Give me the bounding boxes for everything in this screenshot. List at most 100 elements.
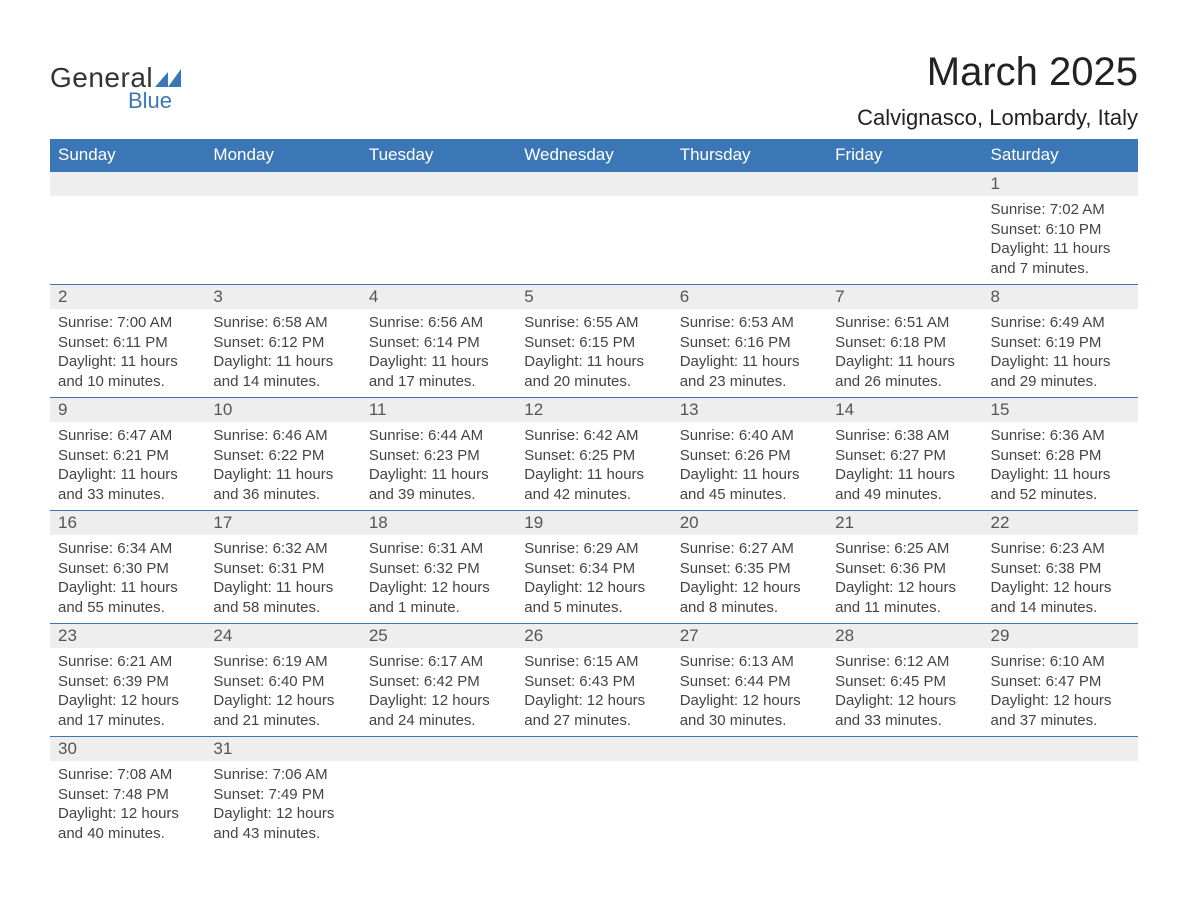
- sunrise-text: Sunrise: 6:34 AM: [58, 539, 197, 559]
- day-detail-cell: Sunrise: 7:06 AMSunset: 7:49 PMDaylight:…: [205, 761, 360, 849]
- day-number-cell: 15: [983, 398, 1138, 423]
- sunset-text: Sunset: 6:21 PM: [58, 446, 197, 466]
- sunrise-text: Sunrise: 6:23 AM: [991, 539, 1130, 559]
- day-header-row: Sunday Monday Tuesday Wednesday Thursday…: [50, 139, 1138, 172]
- detail-row: Sunrise: 6:34 AMSunset: 6:30 PMDaylight:…: [50, 535, 1138, 624]
- day-number: 8: [991, 287, 1000, 306]
- day-detail-cell: [361, 761, 516, 849]
- sunset-text: Sunset: 6:35 PM: [680, 559, 819, 579]
- day-number-cell: 9: [50, 398, 205, 423]
- header: General Blue March 2025 Calvignasco, Lom…: [50, 50, 1138, 131]
- sunrise-text: Sunrise: 6:31 AM: [369, 539, 508, 559]
- day-detail-cell: Sunrise: 6:47 AMSunset: 6:21 PMDaylight:…: [50, 422, 205, 511]
- day-number-cell: 26: [516, 624, 671, 649]
- day-detail-cell: Sunrise: 6:21 AMSunset: 6:39 PMDaylight:…: [50, 648, 205, 737]
- day-number-cell: [361, 172, 516, 197]
- sunset-text: Sunset: 6:38 PM: [991, 559, 1130, 579]
- day-number: 26: [524, 626, 543, 645]
- daylight-text: Daylight: 12 hours and 43 minutes.: [213, 804, 352, 843]
- day-number-cell: 2: [50, 285, 205, 310]
- day-number-cell: [827, 737, 982, 762]
- sunset-text: Sunset: 6:28 PM: [991, 446, 1130, 466]
- day-number-cell: [827, 172, 982, 197]
- daylight-text: Daylight: 11 hours and 36 minutes.: [213, 465, 352, 504]
- day-number-cell: 27: [672, 624, 827, 649]
- day-detail-cell: Sunrise: 6:34 AMSunset: 6:30 PMDaylight:…: [50, 535, 205, 624]
- day-detail-cell: [827, 761, 982, 849]
- day-detail-cell: Sunrise: 6:25 AMSunset: 6:36 PMDaylight:…: [827, 535, 982, 624]
- day-number: 1: [991, 174, 1000, 193]
- day-number: 15: [991, 400, 1010, 419]
- daylight-text: Daylight: 11 hours and 17 minutes.: [369, 352, 508, 391]
- day-number: 22: [991, 513, 1010, 532]
- day-number: 6: [680, 287, 689, 306]
- day-detail-cell: Sunrise: 6:44 AMSunset: 6:23 PMDaylight:…: [361, 422, 516, 511]
- day-header: Saturday: [983, 139, 1138, 172]
- day-detail-cell: Sunrise: 6:40 AMSunset: 6:26 PMDaylight:…: [672, 422, 827, 511]
- day-detail-cell: Sunrise: 6:51 AMSunset: 6:18 PMDaylight:…: [827, 309, 982, 398]
- day-detail-cell: [516, 196, 671, 285]
- detail-row: Sunrise: 7:08 AMSunset: 7:48 PMDaylight:…: [50, 761, 1138, 849]
- day-number-cell: [672, 737, 827, 762]
- daylight-text: Daylight: 11 hours and 26 minutes.: [835, 352, 974, 391]
- day-number: 17: [213, 513, 232, 532]
- day-number-cell: 6: [672, 285, 827, 310]
- calendar-table: Sunday Monday Tuesday Wednesday Thursday…: [50, 139, 1138, 849]
- day-number: 24: [213, 626, 232, 645]
- daylight-text: Daylight: 11 hours and 55 minutes.: [58, 578, 197, 617]
- sunrise-text: Sunrise: 6:27 AM: [680, 539, 819, 559]
- day-number-cell: 31: [205, 737, 360, 762]
- daylight-text: Daylight: 12 hours and 33 minutes.: [835, 691, 974, 730]
- daylight-text: Daylight: 11 hours and 23 minutes.: [680, 352, 819, 391]
- day-number-cell: 16: [50, 511, 205, 536]
- day-detail-cell: Sunrise: 6:58 AMSunset: 6:12 PMDaylight:…: [205, 309, 360, 398]
- daylight-text: Daylight: 12 hours and 40 minutes.: [58, 804, 197, 843]
- day-number: 4: [369, 287, 378, 306]
- daylight-text: Daylight: 11 hours and 49 minutes.: [835, 465, 974, 504]
- day-header: Sunday: [50, 139, 205, 172]
- detail-row: Sunrise: 6:47 AMSunset: 6:21 PMDaylight:…: [50, 422, 1138, 511]
- sunset-text: Sunset: 6:22 PM: [213, 446, 352, 466]
- day-number-cell: [983, 737, 1138, 762]
- day-number-cell: [361, 737, 516, 762]
- location: Calvignasco, Lombardy, Italy: [857, 105, 1138, 131]
- sunset-text: Sunset: 6:25 PM: [524, 446, 663, 466]
- sunrise-text: Sunrise: 6:44 AM: [369, 426, 508, 446]
- sunrise-text: Sunrise: 7:08 AM: [58, 765, 197, 785]
- sunset-text: Sunset: 6:27 PM: [835, 446, 974, 466]
- sunrise-text: Sunrise: 6:17 AM: [369, 652, 508, 672]
- sunrise-text: Sunrise: 6:51 AM: [835, 313, 974, 333]
- day-detail-cell: Sunrise: 6:10 AMSunset: 6:47 PMDaylight:…: [983, 648, 1138, 737]
- day-detail-cell: Sunrise: 6:42 AMSunset: 6:25 PMDaylight:…: [516, 422, 671, 511]
- sunrise-text: Sunrise: 7:02 AM: [991, 200, 1130, 220]
- sunset-text: Sunset: 6:19 PM: [991, 333, 1130, 353]
- sunrise-text: Sunrise: 6:46 AM: [213, 426, 352, 446]
- day-number-cell: 13: [672, 398, 827, 423]
- day-detail-cell: Sunrise: 6:17 AMSunset: 6:42 PMDaylight:…: [361, 648, 516, 737]
- day-number: 11: [369, 400, 387, 419]
- day-number-cell: 5: [516, 285, 671, 310]
- day-detail-cell: Sunrise: 6:32 AMSunset: 6:31 PMDaylight:…: [205, 535, 360, 624]
- sunrise-text: Sunrise: 6:42 AM: [524, 426, 663, 446]
- day-number: 25: [369, 626, 388, 645]
- day-number: 27: [680, 626, 699, 645]
- daynum-row: 16171819202122: [50, 511, 1138, 536]
- day-detail-cell: Sunrise: 6:27 AMSunset: 6:35 PMDaylight:…: [672, 535, 827, 624]
- day-number: 30: [58, 739, 77, 758]
- day-number-cell: 24: [205, 624, 360, 649]
- day-detail-cell: Sunrise: 6:56 AMSunset: 6:14 PMDaylight:…: [361, 309, 516, 398]
- day-number-cell: 20: [672, 511, 827, 536]
- sunset-text: Sunset: 6:40 PM: [213, 672, 352, 692]
- sunset-text: Sunset: 6:18 PM: [835, 333, 974, 353]
- detail-row: Sunrise: 6:21 AMSunset: 6:39 PMDaylight:…: [50, 648, 1138, 737]
- day-detail-cell: [361, 196, 516, 285]
- day-number-cell: 11: [361, 398, 516, 423]
- day-number: 2: [58, 287, 67, 306]
- day-detail-cell: Sunrise: 7:08 AMSunset: 7:48 PMDaylight:…: [50, 761, 205, 849]
- day-number-cell: 19: [516, 511, 671, 536]
- daylight-text: Daylight: 12 hours and 1 minute.: [369, 578, 508, 617]
- day-number: 19: [524, 513, 543, 532]
- day-number-cell: 12: [516, 398, 671, 423]
- day-number: 18: [369, 513, 388, 532]
- logo-text-blue: Blue: [128, 88, 181, 114]
